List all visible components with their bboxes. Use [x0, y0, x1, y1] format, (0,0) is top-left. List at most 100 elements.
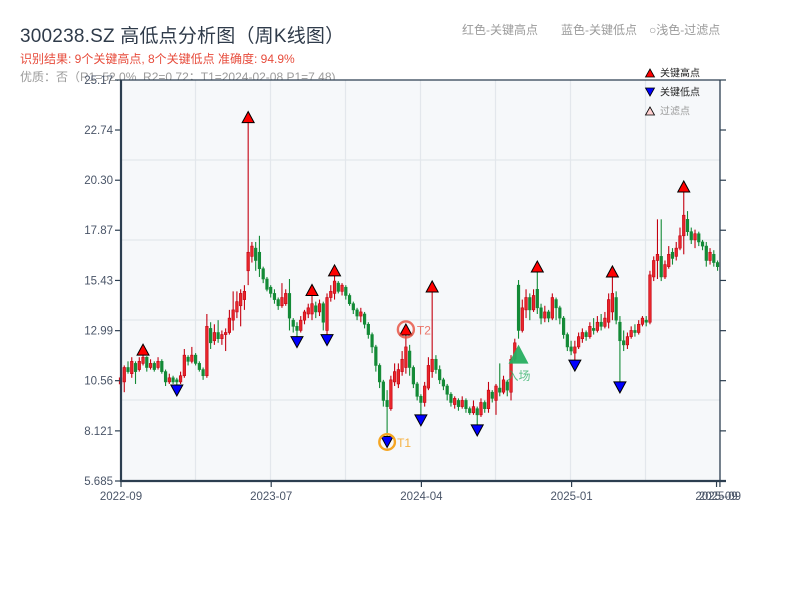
candle-down	[272, 289, 277, 304]
candle-down	[700, 239, 705, 251]
candle-body	[224, 332, 228, 335]
candle-body	[577, 336, 581, 348]
candle-down	[126, 361, 130, 374]
candle-body	[235, 301, 239, 313]
candle-body	[156, 361, 160, 368]
annotations: T1 T2 入场	[378, 320, 531, 451]
candle-body	[471, 406, 476, 414]
candle-body	[494, 385, 498, 401]
legend-label: 关键高点	[660, 67, 700, 80]
candle-up	[359, 307, 363, 323]
candle-body	[434, 358, 438, 370]
candle-body	[280, 297, 284, 307]
candle-body	[607, 299, 611, 323]
candle-down	[554, 297, 558, 321]
key-low-marker-icon	[414, 414, 428, 427]
candle-down	[152, 361, 156, 372]
candle-body	[622, 340, 626, 346]
key-high-marker-icon	[676, 179, 691, 193]
candle-down	[464, 398, 468, 413]
candle-up	[453, 396, 457, 409]
candle-body	[693, 233, 697, 241]
candle-down	[175, 377, 179, 385]
candle-body	[430, 358, 434, 372]
candle-down	[254, 241, 258, 271]
candle-body	[344, 286, 348, 296]
candle-up	[280, 283, 284, 308]
candle-up	[607, 293, 611, 329]
candle-down	[704, 241, 708, 267]
candle-down	[344, 285, 348, 300]
candle-up	[693, 229, 697, 249]
candle-down	[569, 340, 573, 356]
candle-down	[561, 316, 566, 339]
candle-body	[201, 369, 205, 377]
candle-body	[212, 332, 216, 342]
candle-body	[299, 319, 303, 331]
candle-body	[682, 214, 686, 237]
candle-body	[468, 408, 472, 414]
candle-body	[580, 332, 584, 339]
candle-body	[640, 317, 645, 325]
candle-body	[539, 307, 543, 319]
candle-body	[475, 408, 479, 416]
candle-body	[167, 377, 171, 383]
candle-body	[633, 330, 637, 333]
candle-up	[637, 320, 641, 335]
candle-body	[287, 293, 292, 319]
candle-up	[580, 328, 584, 343]
axes: 25.17 22.74 20.30 17.87 15.43 12.99 10.56 8.121…	[84, 75, 741, 503]
candle-down	[584, 330, 588, 341]
key-high-marker-icon	[605, 264, 620, 278]
key-low-marker-icon	[320, 334, 334, 347]
t1-label: T1	[397, 436, 411, 450]
candle-down	[186, 355, 190, 366]
candle-body	[178, 375, 183, 383]
candle-body	[449, 393, 453, 403]
candle-body	[171, 377, 175, 383]
candle-body	[359, 311, 363, 317]
candle-body	[501, 379, 506, 393]
key-low-marker-icon	[169, 384, 184, 398]
candle-body	[130, 361, 134, 374]
candle-body	[396, 369, 400, 385]
candle-body	[126, 367, 130, 372]
x-tick-label: 2024-04	[400, 491, 443, 503]
candle-body	[648, 274, 652, 323]
candle-up	[577, 332, 581, 349]
candle-body	[558, 307, 562, 319]
candle-down	[415, 381, 419, 401]
candle-body	[336, 282, 340, 292]
candle-up	[595, 316, 599, 333]
candle-down	[197, 361, 201, 372]
candle-down	[269, 285, 273, 298]
candle-body	[269, 286, 273, 294]
candle-up	[494, 383, 498, 415]
candle-down	[351, 301, 355, 314]
candle-body	[603, 317, 607, 327]
candle-body	[464, 400, 468, 409]
candle-body	[700, 241, 705, 247]
candle-body	[332, 280, 337, 294]
x-tick-label: 2023-07	[250, 491, 292, 503]
entry-marker-icon	[508, 344, 529, 364]
candle-body	[592, 328, 596, 331]
candle-down	[670, 248, 675, 265]
candle-down	[201, 367, 205, 380]
candle-body	[404, 346, 408, 368]
y-tick-label: 5.685	[84, 476, 113, 488]
candle-up	[573, 340, 577, 361]
candle-down	[475, 406, 479, 425]
candle-body	[302, 311, 307, 321]
candle-up	[231, 291, 235, 331]
candle-body	[670, 251, 675, 259]
candle-down	[171, 375, 175, 384]
candle-body	[438, 369, 442, 381]
candle-up	[682, 191, 686, 255]
chart-title: 300238.SZ 高低点分析图（周K线图）	[20, 26, 345, 47]
candle-body	[678, 235, 682, 249]
candle-down	[336, 281, 340, 294]
candle-body	[122, 367, 126, 383]
candle-body	[408, 350, 412, 368]
candle-body	[137, 361, 141, 370]
